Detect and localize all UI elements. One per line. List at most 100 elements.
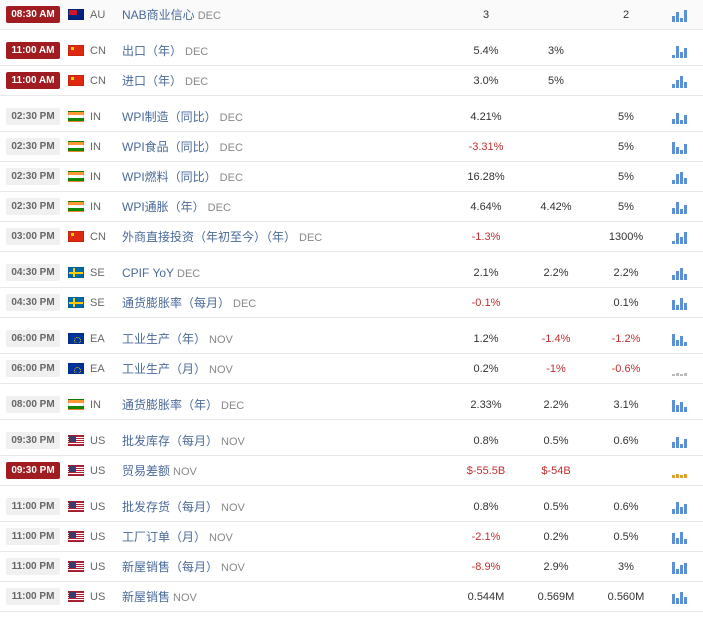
flag-cell [68, 501, 90, 512]
flag-us-icon [68, 561, 84, 572]
time-badge: 06:00 PM [6, 360, 60, 377]
chart-bar [680, 565, 683, 574]
chart-bar [672, 334, 675, 346]
chart-bar [676, 147, 679, 154]
event-name-cell[interactable]: 通货膨胀率（每月）DEC [118, 294, 451, 311]
calendar-row[interactable]: 02:30 PMINWPI制造（同比）DEC4.21%5% [0, 102, 703, 132]
time-cell: 08:00 PM [6, 396, 68, 413]
mini-chart-icon[interactable] [661, 200, 697, 214]
event-period: DEC [299, 232, 322, 244]
chart-bar [680, 18, 683, 22]
event-name-cell[interactable]: 工业生产（年）NOV [118, 330, 451, 347]
mini-chart-icon[interactable] [661, 296, 697, 310]
calendar-row[interactable]: 11:00 AMCN进口（年）DEC3.0%5% [0, 66, 703, 96]
mini-chart-icon[interactable] [661, 44, 697, 58]
calendar-row[interactable]: 11:00 PMUS工厂订单（月）NOV-2.1%0.2%0.5% [0, 522, 703, 552]
calendar-row[interactable]: 02:30 PMINWPI燃料（同比）DEC16.28%5% [0, 162, 703, 192]
event-name-cell[interactable]: 工厂订单（月）NOV [118, 528, 451, 545]
chart-bar [672, 180, 675, 184]
calendar-row[interactable]: 08:30 AMAUNAB商业信心DEC32 [0, 0, 703, 30]
calendar-row[interactable]: 04:30 PMSE通货膨胀率（每月）DEC-0.1%0.1% [0, 288, 703, 318]
event-period: DEC [233, 298, 256, 310]
chart-bar [680, 237, 683, 244]
chart-bar [676, 373, 679, 376]
calendar-row[interactable]: 11:00 PMUS新屋销售（每月）NOV-8.9%2.9%3% [0, 552, 703, 582]
value-2: 0.2% [521, 531, 591, 543]
event-name-cell[interactable]: WPI制造（同比）DEC [118, 108, 451, 125]
mini-chart-icon[interactable] [661, 530, 697, 544]
mini-chart-icon[interactable] [661, 590, 697, 604]
mini-chart-icon[interactable] [661, 140, 697, 154]
calendar-row[interactable]: 06:00 PMEA工业生产（月）NOV0.2%-1%-0.6% [0, 354, 703, 384]
calendar-row[interactable]: 11:00 PMUS批发存货（每月）NOV0.8%0.5%0.6% [0, 492, 703, 522]
event-name-cell[interactable]: NAB商业信心DEC [118, 6, 451, 23]
mini-chart-icon[interactable] [661, 398, 697, 412]
event-name-cell[interactable]: 通货膨胀率（年）DEC [118, 396, 451, 413]
mini-chart-icon[interactable] [661, 74, 697, 88]
chart-bar [676, 502, 679, 514]
calendar-row[interactable]: 11:00 AMCN出口（年）DEC5.4%3% [0, 36, 703, 66]
calendar-row[interactable]: 08:00 PMIN通货膨胀率（年）DEC2.33%2.2%3.1% [0, 390, 703, 420]
event-name-cell[interactable]: 新屋销售NOV [118, 588, 451, 605]
calendar-row[interactable]: 03:00 PMCN外商直接投资（年初至今）（年）DEC-1.3%1300% [0, 222, 703, 252]
event-name-cell[interactable]: 贸易差额NOV [118, 462, 451, 479]
chart-bar [684, 178, 687, 184]
time-cell: 06:00 PM [6, 360, 68, 377]
mini-chart-icon[interactable] [661, 500, 697, 514]
time-badge: 04:30 PM [6, 264, 60, 281]
row-group: 11:00 PMUS批发存货（每月）NOV0.8%0.5%0.6%11:00 P… [0, 492, 703, 612]
chart-bar [684, 439, 687, 448]
event-name: 新屋销售（每月） [122, 560, 218, 574]
chart-bar [684, 407, 687, 412]
time-badge: 02:30 PM [6, 108, 60, 125]
event-name-cell[interactable]: WPI食品（同比）DEC [118, 138, 451, 155]
time-cell: 11:00 PM [6, 498, 68, 515]
country-code: AU [90, 9, 118, 21]
time-badge: 06:00 PM [6, 330, 60, 347]
calendar-row[interactable]: 04:30 PMSECPIF YoYDEC2.1%2.2%2.2% [0, 258, 703, 288]
time-badge: 11:00 PM [6, 588, 60, 605]
value-2: $-54B [521, 465, 591, 477]
event-name: 工厂订单（月） [122, 530, 206, 544]
mini-chart-icon[interactable] [661, 266, 697, 280]
mini-chart-icon[interactable] [661, 332, 697, 346]
mini-chart-icon[interactable] [661, 8, 697, 22]
event-name: WPI燃料（同比） [122, 170, 217, 184]
mini-chart-icon[interactable] [661, 230, 697, 244]
calendar-row[interactable]: 02:30 PMINWPI食品（同比）DEC-3.31%5% [0, 132, 703, 162]
mini-chart-icon[interactable] [661, 362, 697, 376]
mini-chart-icon[interactable] [661, 464, 697, 478]
calendar-row[interactable]: 09:30 PMUS贸易差额NOV$-55.5B$-54B [0, 456, 703, 486]
chart-bar [672, 400, 675, 412]
flag-ea-icon [68, 333, 84, 344]
chart-bar [680, 120, 683, 124]
event-name-cell[interactable]: CPIF YoYDEC [118, 266, 451, 280]
chart-bar [676, 12, 679, 22]
event-name-cell[interactable]: 批发存货（每月）NOV [118, 498, 451, 515]
mini-chart-icon[interactable] [661, 560, 697, 574]
event-name-cell[interactable]: 出口（年）DEC [118, 42, 451, 59]
chart-bar [680, 532, 683, 544]
event-name-cell[interactable]: 进口（年）DEC [118, 72, 451, 89]
time-badge: 08:00 PM [6, 396, 60, 413]
calendar-row[interactable]: 09:30 PMUS批发库存（每月）NOV0.8%0.5%0.6% [0, 426, 703, 456]
chart-bar [684, 10, 687, 22]
row-group: 09:30 PMUS批发库存（每月）NOV0.8%0.5%0.6%09:30 P… [0, 426, 703, 486]
country-code: CN [90, 231, 118, 243]
value-3: 0.6% [591, 435, 661, 447]
event-name-cell[interactable]: 外商直接投资（年初至今）（年）DEC [118, 228, 451, 245]
event-name-cell[interactable]: 批发库存（每月）NOV [118, 432, 451, 449]
event-name-cell[interactable]: WPI燃料（同比）DEC [118, 168, 451, 185]
mini-chart-icon[interactable] [661, 110, 697, 124]
calendar-row[interactable]: 02:30 PMINWPI通胀（年）DEC4.64%4.42%5% [0, 192, 703, 222]
mini-chart-icon[interactable] [661, 434, 697, 448]
chart-bar [672, 241, 675, 244]
calendar-row[interactable]: 06:00 PMEA工业生产（年）NOV1.2%-1.4%-1.2% [0, 324, 703, 354]
event-name-cell[interactable]: 工业生产（月）NOV [118, 360, 451, 377]
event-name-cell[interactable]: WPI通胀（年）DEC [118, 198, 451, 215]
country-code: EA [90, 333, 118, 345]
event-name-cell[interactable]: 新屋销售（每月）NOV [118, 558, 451, 575]
calendar-row[interactable]: 11:00 PMUS新屋销售NOV0.544M0.569M0.560M [0, 582, 703, 612]
chart-bar [672, 275, 675, 280]
mini-chart-icon[interactable] [661, 170, 697, 184]
